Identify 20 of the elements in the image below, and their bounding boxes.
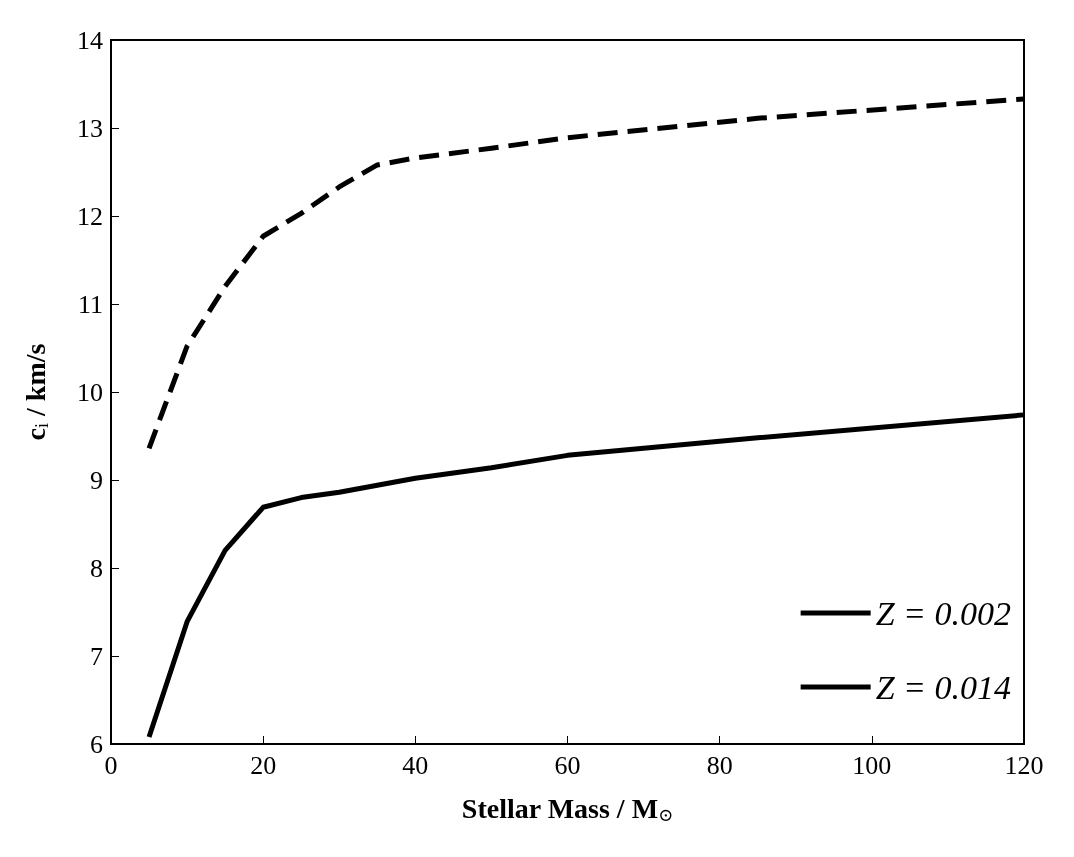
x-tick-label: 20 xyxy=(250,750,277,780)
y-tick-label: 9 xyxy=(90,465,103,495)
y-tick-label: 10 xyxy=(77,377,103,407)
y-axis-title: ci / km/s xyxy=(19,343,52,441)
y-tick-label: 14 xyxy=(77,25,103,55)
x-axis-title: Stellar Mass / M⊙ xyxy=(461,792,674,825)
legend-label: Z = 0.014 xyxy=(875,668,1012,706)
x-tick-label: 0 xyxy=(104,750,118,780)
x-tick-label: 100 xyxy=(852,750,892,780)
y-tick-label: 8 xyxy=(90,553,103,583)
y-tick-label: 12 xyxy=(77,201,103,231)
x-tick-label: 40 xyxy=(402,750,429,780)
y-tick-label: 13 xyxy=(77,113,103,143)
x-tick-label: 60 xyxy=(554,750,581,780)
y-tick-label: 11 xyxy=(77,289,103,319)
x-tick-label: 120 xyxy=(1004,750,1044,780)
y-tick-label: 7 xyxy=(90,641,103,671)
x-tick-label: 80 xyxy=(706,750,733,780)
legend-label: Z = 0.002 xyxy=(875,594,1012,632)
y-tick-label: 6 xyxy=(90,729,103,759)
